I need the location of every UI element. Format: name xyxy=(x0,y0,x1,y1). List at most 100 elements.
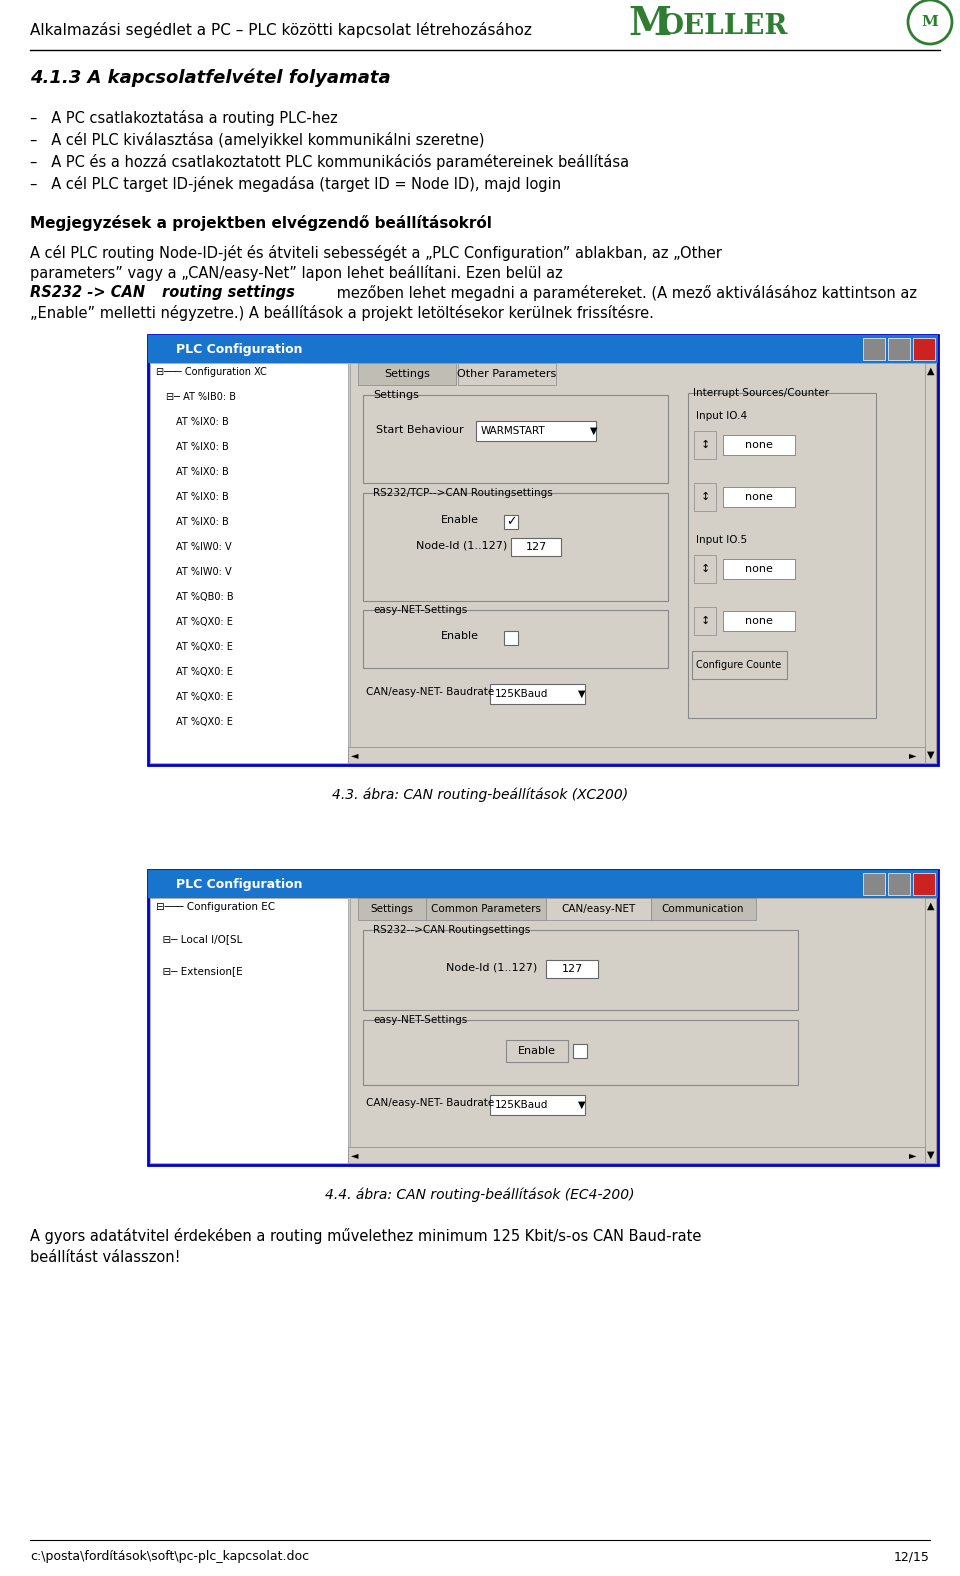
Bar xyxy=(925,898,936,1163)
Bar xyxy=(148,336,938,362)
Text: A cél PLC routing Node-ID-jét és átviteli sebességét a „PLC Configuration” ablak: A cél PLC routing Node-ID-jét és átvitel… xyxy=(30,244,722,262)
Text: ◄: ◄ xyxy=(351,1150,359,1160)
Text: Communication: Communication xyxy=(661,905,744,914)
Text: AT %IW0: V: AT %IW0: V xyxy=(176,542,231,552)
Text: Input IO.5: Input IO.5 xyxy=(696,534,747,545)
Text: –   A PC és a hozzá csatlakoztatott PLC kommunikációs paramétereinek beállítása: – A PC és a hozzá csatlakoztatott PLC ko… xyxy=(30,154,629,170)
Bar xyxy=(913,873,935,895)
Text: ►: ► xyxy=(909,1150,917,1160)
Text: Other Parameters: Other Parameters xyxy=(457,369,557,378)
Text: Node-Id (1..127): Node-Id (1..127) xyxy=(416,541,507,552)
Text: parameters” vagy a „CAN/easy-Net” lapon lehet beállítani. Ezen belül az: parameters” vagy a „CAN/easy-Net” lapon … xyxy=(30,265,563,281)
Bar xyxy=(723,611,795,630)
Text: AT %IX0: B: AT %IX0: B xyxy=(176,441,228,452)
Text: AT %QX0: E: AT %QX0: E xyxy=(176,692,233,701)
Text: CAN/easy-NET: CAN/easy-NET xyxy=(561,905,636,914)
Text: RS232-->CAN Routingsettings: RS232-->CAN Routingsettings xyxy=(373,925,530,935)
FancyBboxPatch shape xyxy=(148,336,938,764)
Bar xyxy=(723,559,795,578)
Bar xyxy=(913,337,935,359)
Text: CAN/easy-NET- Baudrate: CAN/easy-NET- Baudrate xyxy=(366,687,494,697)
Text: Megjegyzések a projektben elvégzendő beállításokról: Megjegyzések a projektben elvégzendő beá… xyxy=(30,214,492,232)
FancyBboxPatch shape xyxy=(148,870,938,1165)
Bar xyxy=(363,1020,798,1084)
Text: WARMSTART: WARMSTART xyxy=(481,426,545,437)
Text: ↕: ↕ xyxy=(700,492,709,503)
Text: easy-NET-Settings: easy-NET-Settings xyxy=(373,1015,468,1024)
Text: ▲: ▲ xyxy=(927,901,935,911)
Text: M: M xyxy=(628,5,671,43)
Bar xyxy=(888,337,910,359)
Bar xyxy=(490,1095,585,1114)
Text: OELLER: OELLER xyxy=(660,13,788,39)
Text: 4.1.3 A kapcsolatfelvétel folyamata: 4.1.3 A kapcsolatfelvétel folyamata xyxy=(30,68,391,87)
Text: mezőben lehet megadni a paramétereket. (A mező aktiválásához kattintson az: mezőben lehet megadni a paramétereket. (… xyxy=(332,285,917,301)
Bar xyxy=(350,898,928,1163)
Bar xyxy=(688,392,876,719)
Text: A gyors adatátvitel érdekében a routing művelethez minimum 125 Kbit/s-os CAN Bau: A gyors adatátvitel érdekében a routing … xyxy=(30,1228,702,1243)
Bar xyxy=(694,482,716,511)
Text: ▼: ▼ xyxy=(578,689,586,700)
Text: ✓: ✓ xyxy=(506,515,516,528)
Bar xyxy=(350,362,928,763)
Text: ►: ► xyxy=(909,750,917,760)
Text: AT %QX0: E: AT %QX0: E xyxy=(176,667,233,678)
Text: Node-Id (1..127): Node-Id (1..127) xyxy=(446,961,538,972)
Text: easy-NET-Settings: easy-NET-Settings xyxy=(373,605,468,615)
Bar xyxy=(363,930,798,1010)
Text: AT %QB0: B: AT %QB0: B xyxy=(176,593,233,602)
Text: Common Parameters: Common Parameters xyxy=(431,905,541,914)
Bar xyxy=(504,630,518,645)
Bar xyxy=(888,873,910,895)
Text: ▼: ▼ xyxy=(590,426,597,437)
Text: ⊟─ AT %IB0: B: ⊟─ AT %IB0: B xyxy=(166,392,236,402)
Bar xyxy=(651,898,756,920)
Text: ⊟─── Configuration XC: ⊟─── Configuration XC xyxy=(156,367,267,377)
Text: 12/15: 12/15 xyxy=(894,1551,930,1563)
Text: Enable: Enable xyxy=(518,1046,556,1056)
Text: PLC Configuration: PLC Configuration xyxy=(176,342,302,356)
Text: –   A cél PLC kiválasztása (amelyikkel kommunikálni szeretne): – A cél PLC kiválasztása (amelyikkel kom… xyxy=(30,132,485,148)
Text: ⊟─ Local I/O[SL: ⊟─ Local I/O[SL xyxy=(156,935,242,944)
Bar xyxy=(863,337,885,359)
Bar xyxy=(358,362,456,385)
Text: ↕: ↕ xyxy=(700,564,709,574)
Text: c:\posta\fordítások\soft\pc-plc_kapcsolat.doc: c:\posta\fordítások\soft\pc-plc_kapcsola… xyxy=(30,1551,309,1563)
Bar xyxy=(573,1043,587,1057)
Text: Configure Counte: Configure Counte xyxy=(696,660,781,670)
Text: M: M xyxy=(922,16,939,28)
Text: „Enable” melletti négyzetre.) A beállítások a projekt letöltésekor kerülnek fris: „Enable” melletti négyzetre.) A beállítá… xyxy=(30,306,654,322)
Text: Enable: Enable xyxy=(441,515,479,525)
Bar xyxy=(363,396,668,482)
Bar xyxy=(692,651,787,679)
Text: Start Behaviour: Start Behaviour xyxy=(376,426,464,435)
Text: ▲: ▲ xyxy=(927,366,935,377)
Text: 127: 127 xyxy=(562,965,583,974)
Bar xyxy=(150,898,348,1163)
Text: none: none xyxy=(745,616,773,626)
Text: none: none xyxy=(745,492,773,503)
Text: beállítást válasszon!: beállítást válasszon! xyxy=(30,1250,180,1266)
Text: 125KBaud: 125KBaud xyxy=(495,1100,548,1110)
Bar xyxy=(506,1040,568,1062)
Text: AT %IW0: V: AT %IW0: V xyxy=(176,567,231,577)
Text: routing settings: routing settings xyxy=(162,285,295,299)
Text: AT %QX0: E: AT %QX0: E xyxy=(176,641,233,652)
Bar xyxy=(348,1147,925,1163)
Text: Settings: Settings xyxy=(384,369,430,378)
Bar xyxy=(426,898,546,920)
Bar xyxy=(925,362,936,763)
Bar xyxy=(723,435,795,455)
Text: Enable: Enable xyxy=(441,630,479,641)
Text: 125KBaud: 125KBaud xyxy=(495,689,548,700)
Text: Interrupt Sources/Counter: Interrupt Sources/Counter xyxy=(693,388,829,399)
Bar xyxy=(358,898,426,920)
Bar xyxy=(148,870,938,898)
Bar xyxy=(723,487,795,507)
Text: ↕: ↕ xyxy=(700,440,709,451)
Text: ▼: ▼ xyxy=(578,1100,586,1110)
Bar xyxy=(863,873,885,895)
Bar xyxy=(490,684,585,704)
Text: Settings: Settings xyxy=(373,389,419,400)
Text: 4.3. ábra: CAN routing-beállítások (XC200): 4.3. ábra: CAN routing-beállítások (XC20… xyxy=(332,786,628,802)
